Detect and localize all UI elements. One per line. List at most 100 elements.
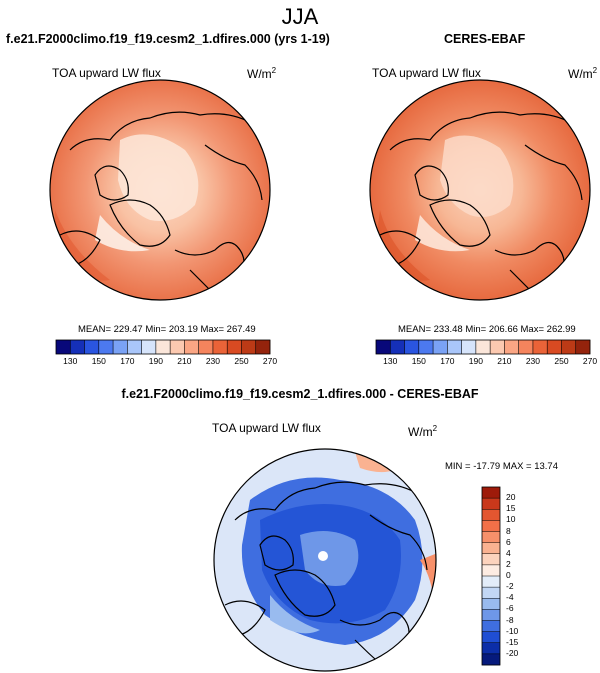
- model-colorbar-tick: 130: [63, 356, 78, 366]
- diff-colorbar-tick: 0: [506, 570, 511, 580]
- diff-colorbar-tick: -8: [506, 614, 514, 625]
- diff-colorbar-swatch: [482, 498, 500, 510]
- model-variable-label: TOA upward LW flux: [52, 66, 161, 80]
- model-colorbar-tick: 150: [91, 356, 106, 366]
- diff-colorbar-swatch: [482, 542, 500, 555]
- obs-colorbar-swatch: [561, 340, 577, 354]
- obs-central-anomaly: [440, 135, 514, 218]
- obs-colorbar-tick: 250: [554, 356, 569, 366]
- obs-units-label: W/m2: [568, 66, 598, 81]
- model-coastlines: [59, 111, 263, 300]
- diff-colorbar-swatch: [482, 487, 500, 499]
- model-map-border: [49, 79, 271, 301]
- obs-colorbar-swatch: [547, 340, 562, 354]
- model-stats: MEAN= 229.47 Min= 203.19 Max= 267.49: [78, 324, 256, 335]
- model-units-label: W/m2: [247, 66, 277, 81]
- model-colorbar-swatch: [184, 340, 199, 354]
- diff-colorbar: [481, 486, 501, 666]
- model-colorbar-swatch: [255, 340, 271, 354]
- obs-colorbar-swatch: [418, 340, 434, 354]
- obs-map: [369, 79, 591, 301]
- diff-colorbar-swatch: [482, 520, 500, 532]
- model-panel-title: f.e21.F2000climo.f19_f19.cesm2_1.dfires.…: [6, 32, 330, 46]
- diff-colorbar-tick: -4: [506, 592, 514, 603]
- model-colorbar-frame: [55, 339, 271, 355]
- obs-panel-title: CERES-EBAF: [444, 32, 526, 46]
- diff-units-label: W/m2: [408, 424, 438, 439]
- obs-colorbar-tick: 150: [411, 356, 426, 366]
- diff-colorbar-swatch: [482, 620, 500, 632]
- diff-map: [213, 448, 437, 672]
- diff-colorbar-tick: 2: [506, 558, 511, 569]
- diff-colorbar-tick: -2: [506, 581, 514, 592]
- model-greenland-anomaly: [95, 215, 150, 252]
- diff-colorbar-swatch: [482, 564, 500, 577]
- model-colorbar-swatch: [212, 340, 228, 354]
- obs-colorbar-swatch: [490, 340, 505, 354]
- diff-colorbar-tick: -10: [506, 625, 519, 636]
- diff-colorbar-tick: 4: [506, 547, 511, 558]
- diff-stats: MIN = -17.79 MAX = 13.74: [445, 461, 559, 472]
- diff-colorbar-tick: -6: [506, 603, 514, 614]
- model-colorbar-tick: 250: [234, 356, 249, 366]
- model-colorbar-swatch: [127, 340, 142, 354]
- diff-colorbar-swatch: [482, 653, 500, 666]
- model-colorbar-tick: 230: [205, 356, 221, 366]
- diff-colorbar-tick: 15: [506, 503, 516, 514]
- model-colorbar: [55, 339, 271, 355]
- model-colorbar-tick: 170: [120, 356, 135, 366]
- obs-colorbar-tick: 230: [525, 356, 541, 366]
- model-colorbar-swatch: [198, 340, 214, 354]
- model-colorbar-tick: 190: [148, 356, 163, 366]
- obs-stats: MEAN= 233.48 Min= 206.66 Max= 262.99: [398, 324, 576, 335]
- obs-colorbar-swatch: [475, 340, 491, 354]
- obs-variable-label: TOA upward LW flux: [372, 66, 481, 80]
- obs-greenland-anomaly: [415, 215, 470, 252]
- obs-colorbar-swatch: [461, 340, 477, 354]
- diff-pole-missing: [318, 551, 328, 561]
- figure-title: JJA: [281, 4, 319, 29]
- obs-colorbar-swatch: [433, 340, 448, 354]
- diff-colorbar-tick: 10: [506, 514, 516, 525]
- diff-colorbar-swatch: [482, 598, 500, 610]
- obs-colorbar-swatch: [532, 340, 548, 354]
- model-colorbar-swatch: [227, 340, 242, 354]
- diff-panel-title: f.e21.F2000climo.f19_f19.cesm2_1.dfires.…: [121, 387, 479, 401]
- diff-colorbar-swatch: [482, 509, 500, 521]
- diff-colorbar-swatch: [482, 576, 500, 588]
- diff-colorbar-swatch: [482, 531, 500, 543]
- model-colorbar-tick: 210: [177, 356, 192, 366]
- obs-colorbar-swatch: [390, 340, 405, 354]
- diff-colorbar-tick: 8: [506, 525, 511, 536]
- obs-map-border: [369, 79, 591, 301]
- diff-colorbar-swatch: [482, 587, 500, 599]
- model-colorbar-swatch: [84, 340, 100, 354]
- model-colorbar-swatch: [56, 340, 71, 354]
- diff-colorbar-tick: 20: [506, 492, 516, 503]
- model-colorbar-swatch: [70, 340, 85, 354]
- model-colorbar-swatch: [170, 340, 185, 354]
- model-colorbar-swatch: [241, 340, 257, 354]
- obs-colorbar-swatch: [404, 340, 420, 354]
- model-colorbar-swatch: [141, 340, 157, 354]
- diff-central-weak: [300, 531, 359, 586]
- model-central-anomaly: [118, 134, 199, 221]
- obs-colorbar-tick: 270: [582, 356, 598, 366]
- obs-colorbar-swatch: [518, 340, 534, 354]
- diff-colorbar-swatch: [482, 642, 500, 655]
- obs-colorbar-tick: 170: [440, 356, 455, 366]
- obs-colorbar-swatch: [447, 340, 462, 354]
- diff-colorbar-swatch: [482, 553, 500, 566]
- diff-map-border: [213, 448, 437, 672]
- model-colorbar-swatch: [98, 340, 114, 354]
- diff-colorbar-swatch: [482, 631, 500, 644]
- obs-colorbar-frame: [375, 339, 591, 355]
- diff-colorbar-tick: -15: [506, 636, 519, 647]
- diff-colorbar-swatch: [482, 609, 500, 621]
- model-map: [49, 79, 271, 301]
- diff-coastlines: [224, 481, 428, 669]
- obs-colorbar-swatch: [376, 340, 391, 354]
- model-colorbar-tick: 270: [262, 356, 278, 366]
- model-colorbar-swatch: [155, 340, 171, 354]
